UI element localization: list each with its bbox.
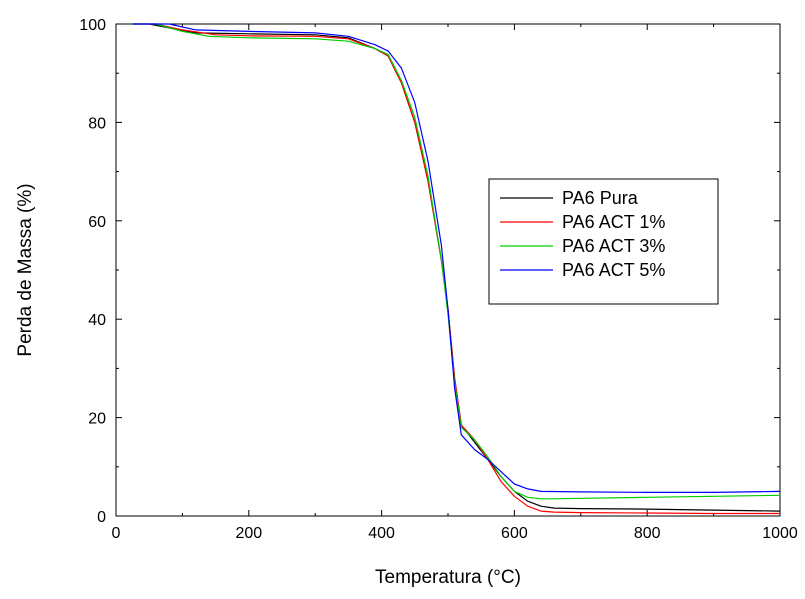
x-tick-label: 1000 [762, 525, 798, 542]
y-tick-label: 20 [88, 411, 106, 428]
x-tick-label: 600 [501, 525, 528, 542]
y-axis-title: Perda de Massa (%) [15, 183, 36, 356]
legend-box [488, 178, 719, 305]
legend-label-pa6-act-3: PA6 ACT 3% [562, 236, 665, 256]
y-tick-label: 80 [88, 115, 106, 132]
legend-label-pa6-act-5: PA6 ACT 5% [562, 260, 665, 280]
y-tick-label: 60 [88, 214, 106, 231]
series-line-pa6-act-5 [132, 23, 781, 493]
y-tick-label: 40 [88, 312, 106, 329]
y-tick-label: 0 [97, 509, 106, 526]
series-lines [132, 23, 781, 515]
y-tick-label: 100 [79, 17, 106, 34]
x-tick-label: 400 [368, 525, 395, 542]
x-tick-label: 800 [634, 525, 661, 542]
axis-tick-labels: 0 200 400 600 800 1000 0 20 40 60 80 100 [79, 17, 798, 542]
legend-label-pa6-pura: PA6 Pura [562, 188, 639, 208]
legend-label-pa6-act-1: PA6 ACT 1% [562, 212, 665, 232]
legend: PA6 Pura PA6 ACT 1% PA6 ACT 3% PA6 ACT 5% [488, 178, 719, 305]
x-tick-label: 0 [112, 525, 121, 542]
x-axis-title: Temperatura (°C) [375, 567, 521, 588]
x-tick-label: 200 [235, 525, 262, 542]
